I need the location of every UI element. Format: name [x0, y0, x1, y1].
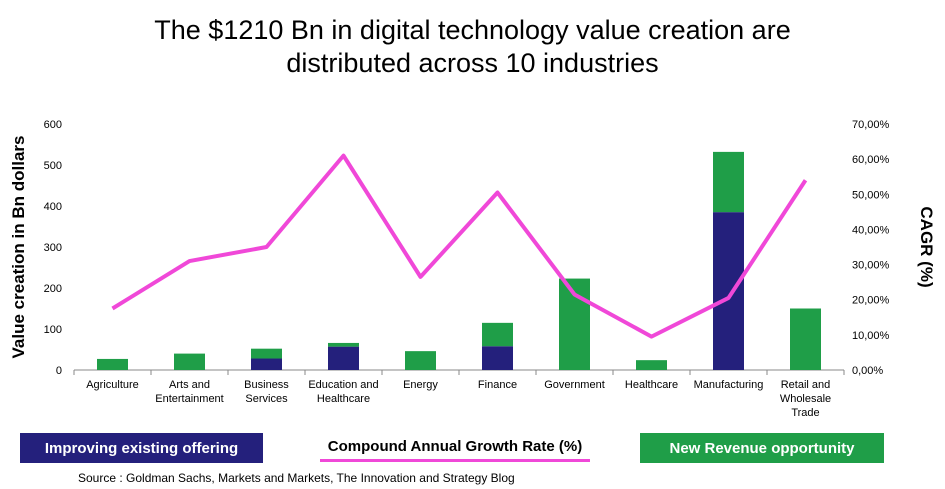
bar-new-revenue: [713, 151, 744, 213]
bar-new-revenue: [790, 308, 821, 370]
y2-tick-label: 70,00%: [852, 119, 890, 131]
bar-new-revenue: [328, 342, 359, 347]
bar-improving: [713, 212, 744, 370]
legend-cagr-label: Compound Annual Growth Rate (%): [327, 437, 583, 455]
y-tick-label: 100: [44, 324, 62, 336]
bar-new-revenue: [97, 358, 128, 370]
y2-tick-label: 20,00%: [852, 295, 890, 307]
category-label: Healthcare: [317, 393, 370, 405]
y2-tick-label: 60,00%: [852, 154, 890, 166]
bar-improving: [328, 346, 359, 370]
y-tick-label: 400: [44, 201, 62, 213]
bar-new-revenue: [405, 351, 436, 370]
chart-title-line-1: The $1210 Bn in digital technology value…: [154, 15, 791, 45]
chart-title-line-2: distributed across 10 industries: [286, 48, 659, 78]
y-tick-label: 500: [44, 160, 62, 172]
bar-new-revenue: [251, 348, 282, 359]
category-label: Retail and: [781, 379, 831, 391]
category-label: Trade: [791, 407, 819, 419]
legend-cagr: Compound Annual Growth Rate (%): [320, 433, 590, 462]
y2-tick-label: 30,00%: [852, 260, 890, 272]
category-label: Arts and: [169, 379, 210, 391]
bar-improving: [251, 358, 282, 370]
category-label: Energy: [403, 379, 438, 391]
category-label: Services: [245, 393, 288, 405]
bar-new-revenue: [174, 353, 205, 370]
y2-tick-label: 40,00%: [852, 224, 890, 236]
y2-tick-label: 50,00%: [852, 189, 890, 201]
legend-improving: Improving existing offering: [20, 433, 263, 463]
y-tick-label: 600: [44, 119, 62, 131]
y-tick-label: 300: [44, 242, 62, 254]
bar-improving: [482, 346, 513, 370]
y2-axis-label: CAGR (%): [917, 206, 936, 287]
y-axis-label: Value creation in Bn dollars: [9, 136, 28, 359]
legend-improving-label: Improving existing offering: [44, 439, 239, 457]
chart-title: The $1210 Bn in digital technology value…: [0, 14, 945, 80]
bar-new-revenue: [636, 360, 667, 370]
category-label: Government: [544, 379, 605, 391]
category-label: Agriculture: [86, 379, 139, 391]
y2-tick-label: 10,00%: [852, 330, 890, 342]
legend-new-revenue: New Revenue opportunity: [640, 433, 884, 463]
y-tick-label: 0: [56, 365, 62, 377]
category-label: Entertainment: [155, 393, 223, 405]
y2-tick-label: 0,00%: [852, 365, 883, 377]
category-label: Education and: [308, 379, 378, 391]
cagr-line: [111, 153, 808, 339]
y-tick-label: 200: [44, 283, 62, 295]
category-label: Healthcare: [625, 379, 678, 391]
legend-new-revenue-label: New Revenue opportunity: [669, 439, 855, 457]
category-label: Finance: [478, 379, 517, 391]
category-label: Manufacturing: [694, 379, 764, 391]
chart-canvas: 0 100 200 300 400 500 600 0,00% 10,00% 20,00% 30,0…: [9, 119, 936, 419]
source-note: Source : Goldman Sachs, Markets and Mark…: [78, 471, 515, 485]
category-label: Business: [244, 379, 289, 391]
category-label: Wholesale: [780, 393, 831, 405]
bar-new-revenue: [482, 322, 513, 347]
